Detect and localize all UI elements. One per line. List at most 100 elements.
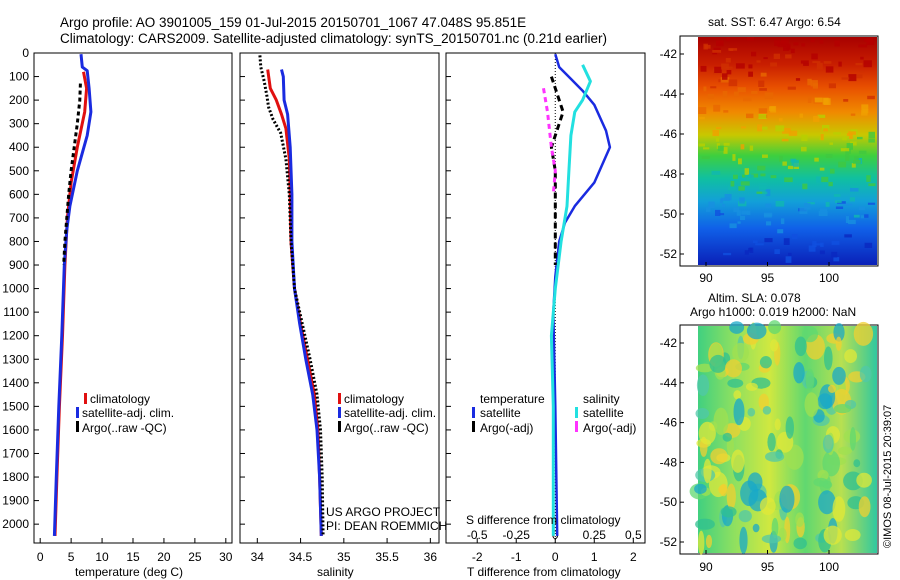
sst-pixel	[737, 176, 747, 181]
sst-pixel	[845, 216, 849, 223]
salinity-series-1	[280, 69, 323, 536]
sst-pixel	[858, 44, 868, 48]
difference-x-tick-label: 1	[591, 550, 598, 564]
sst-pixel	[751, 90, 758, 94]
sst-pixel	[698, 143, 705, 147]
sst-pixel	[712, 52, 718, 55]
sst-pixel	[760, 72, 767, 77]
legend-header-salinity: salinity	[583, 392, 620, 406]
difference-x-tick-label: -1	[511, 550, 522, 564]
sst-pixel	[814, 243, 822, 246]
sst-pixel	[840, 148, 850, 152]
map-y-tick-label: -52	[660, 535, 678, 549]
salinity-x-tick-label: 34.5	[289, 550, 313, 564]
sst-pixel	[788, 252, 792, 256]
depth-tick-label: 500	[9, 164, 29, 178]
sst-pixel	[807, 78, 812, 86]
sst-pixel	[751, 51, 757, 57]
depth-tick-label: 1300	[2, 352, 29, 366]
sst-pixel	[736, 210, 741, 216]
sst-pixel	[758, 80, 765, 87]
sst-pixel	[864, 242, 873, 248]
temperature-x-tick-label: 30	[219, 550, 233, 564]
sst-pixel	[841, 202, 849, 206]
sst-pixel	[729, 48, 734, 51]
sst-pixel	[726, 70, 732, 75]
sst-pixel	[825, 201, 830, 207]
legend-swatch-s-argo	[575, 421, 578, 432]
sla-blob	[762, 406, 772, 415]
sst-pixel	[867, 202, 876, 205]
sst-pixel	[816, 176, 822, 184]
sst-pixel	[737, 87, 746, 93]
sst-pixel	[763, 70, 768, 74]
sst-pixel	[755, 243, 764, 246]
sst-pixel	[739, 197, 745, 204]
sla-blob	[718, 484, 727, 495]
depth-tick-label: 1500	[2, 399, 29, 413]
sst-pixel	[743, 97, 752, 102]
sst-pixel	[699, 116, 705, 120]
sst-pixel	[717, 145, 724, 151]
sst-pixel	[850, 113, 856, 116]
legend-label-s-argo: Argo(-adj)	[583, 421, 636, 435]
sst-pixel	[710, 86, 717, 89]
sst-pixel	[726, 37, 730, 42]
sst-pixel	[777, 41, 786, 48]
sst-pixel	[787, 165, 794, 170]
sla-blob	[833, 323, 845, 342]
map-y-tick-label: -44	[660, 87, 678, 101]
sst-pixel	[735, 63, 745, 69]
sst-pixel	[701, 156, 710, 159]
sst-pixel	[758, 114, 767, 120]
sst-pixel	[712, 129, 719, 136]
sst-map-ticks: 90 95 100 -42 -44 -46 -48 -50 -52	[660, 47, 840, 285]
title-line-2: Climatology: CARS2009. Satellite-adjuste…	[60, 31, 607, 46]
sst-pixel	[868, 138, 875, 143]
sst-pixel	[820, 242, 824, 247]
sla-blob	[824, 346, 833, 371]
map-x-tick-label: 95	[761, 271, 775, 285]
temperature-x-tick-label: 10	[95, 550, 109, 564]
sst-pixel	[723, 252, 732, 256]
sla-blob	[705, 534, 713, 549]
sla-blob	[853, 321, 874, 346]
sst-pixel	[831, 251, 838, 258]
sst-pixel	[703, 86, 707, 92]
sst-pixel	[740, 181, 750, 186]
temperature-axis-label: temperature (deg C)	[75, 565, 183, 579]
difference-series-1	[549, 76, 565, 265]
sst-pixel	[757, 124, 763, 132]
sst-pixel	[823, 128, 829, 132]
sla-blob	[823, 525, 842, 545]
sla-map-texture	[689, 320, 874, 555]
sst-pixel	[742, 174, 746, 178]
sst-pixel	[758, 108, 768, 114]
sla-blob	[835, 336, 842, 351]
sst-pixel	[782, 161, 787, 166]
sst-pixel	[848, 219, 856, 225]
sla-blob	[726, 483, 736, 510]
depth-tick-label: 2000	[2, 517, 29, 531]
sst-pixel	[799, 207, 808, 214]
sla-blob	[828, 384, 836, 393]
imos-timestamp: ©IMOS 08-Jul-2015 20:39:07	[882, 405, 894, 548]
sla-blob	[727, 378, 744, 388]
sla-blob	[733, 390, 742, 400]
sla-blob	[747, 472, 763, 492]
temperature-legend: climatology satellite-adj. clim. Argo(..…	[76, 392, 174, 435]
sst-pixel	[721, 197, 730, 202]
sst-pixel	[698, 107, 707, 114]
sst-pixel	[770, 62, 777, 67]
sst-pixel	[819, 208, 827, 212]
sst-pixel	[817, 114, 826, 118]
sla-blob	[785, 416, 794, 439]
sst-pixel	[740, 215, 746, 220]
sst-pixel	[828, 83, 836, 89]
map-y-tick-label: -48	[660, 167, 678, 181]
sst-pixel	[814, 97, 823, 103]
sst-pixel	[715, 209, 721, 216]
sst-pixel	[850, 141, 857, 146]
sst-pixel	[723, 110, 729, 113]
